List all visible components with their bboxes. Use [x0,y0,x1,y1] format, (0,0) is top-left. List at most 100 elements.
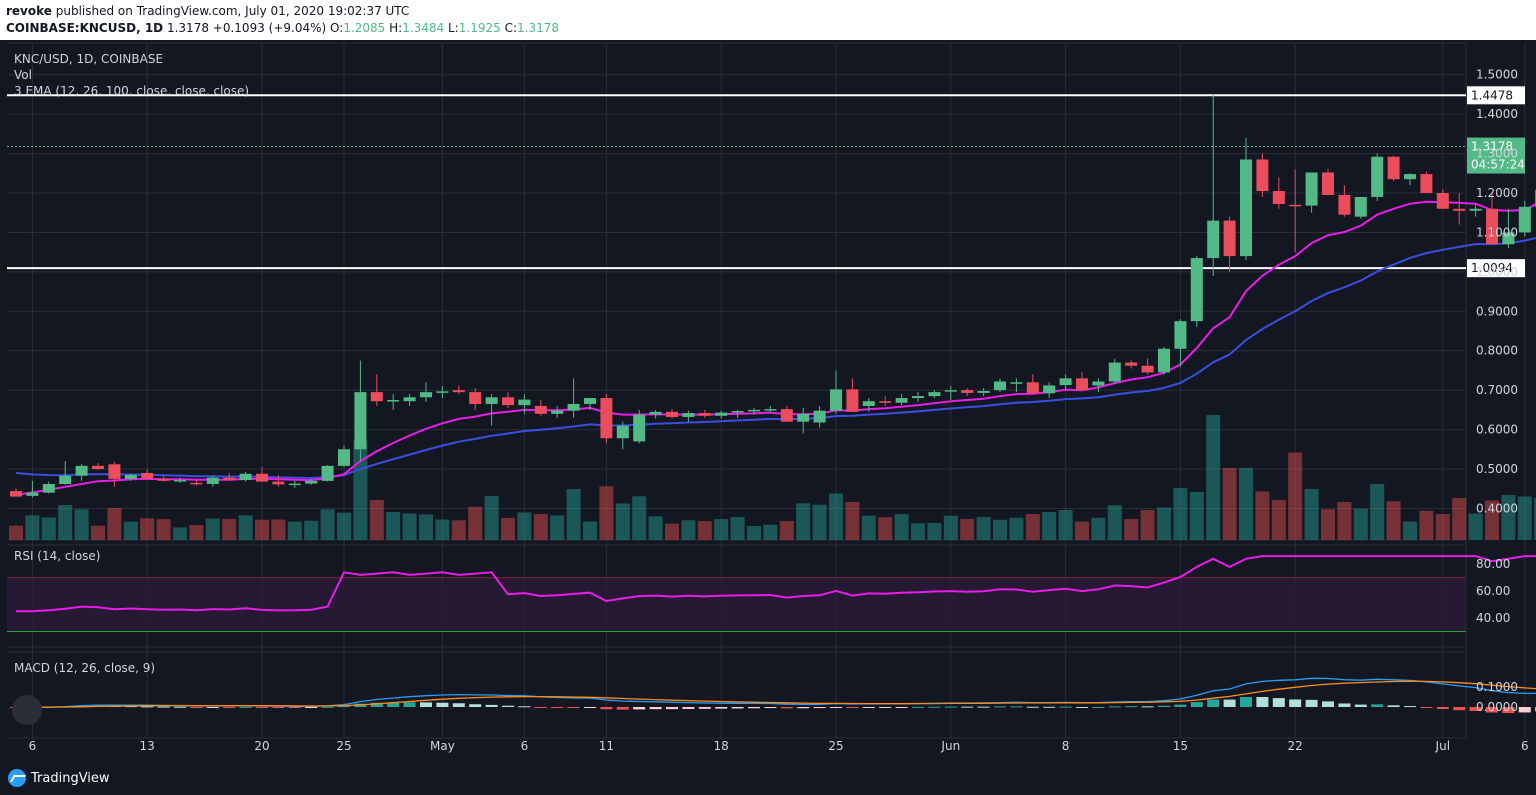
candle-body [256,473,268,482]
macd-histogram-bar [157,706,170,708]
macd-histogram-bar [1174,704,1187,707]
candle-body [272,481,285,485]
level-label-box [1467,86,1525,105]
rsi-tick-label: 80.00 [1476,557,1510,571]
macd-histogram-bar [1502,707,1515,714]
volume-bar [796,503,811,540]
author-name[interactable]: revoke [6,4,52,18]
candle-body [354,392,367,450]
candle-body [1387,156,1400,180]
candle-body [206,477,219,485]
macd-histogram-bar [944,706,957,708]
price-tick-label: 0.6000 [1476,423,1518,437]
macd-histogram-bar [1207,699,1220,707]
ema-lines [15,200,1536,496]
macd-histogram-bar [1240,696,1252,707]
candle-body [1207,220,1220,259]
last-price-box [1467,137,1525,174]
volume-bar [1042,512,1057,540]
open-value: 1.2085 [343,21,386,35]
volume-bar [1288,452,1303,540]
macd-histogram-bar [649,707,662,710]
macd-histogram-bar [1436,707,1449,710]
volume-bar [697,521,712,540]
macd-histogram-bar [174,706,186,708]
macd-histogram-bar [1076,706,1088,708]
volume-bar [222,519,237,540]
price-tick-label: 1.4000 [1476,107,1518,121]
macd-histogram-bar [190,707,203,708]
candle-body [813,410,826,423]
macd-histogram-bar [502,705,514,707]
volume-bar [878,517,893,540]
candle-body [912,396,924,399]
candle-body [994,381,1006,391]
time-tick-label: May [430,739,455,753]
candle-body [616,425,629,439]
level-label: 1.0094 [1471,261,1513,275]
candle-body [452,390,465,393]
macd-histogram-bar [1190,702,1203,707]
macd-histogram-bar [551,707,564,708]
macd-histogram-bar [272,707,285,708]
candle-body [1371,156,1384,197]
candle-body [797,413,810,422]
macd-tick-label: 0.1000 [1476,680,1518,694]
volume-bar [829,493,843,540]
volume-bar [615,503,630,540]
candle-body [174,480,186,482]
macd-pane [10,677,1536,714]
volume-bar [74,509,89,540]
macd-histogram-bar [370,702,383,707]
volume-bar [566,489,581,540]
candle-body [1338,194,1351,215]
volume-bar [1386,501,1401,540]
horizontal-levels[interactable]: 1.4478 1.0094 1.3178 04:57:24 [7,86,1525,278]
volume-bar [911,523,925,540]
volume-bar [402,513,417,540]
time-tick-label: 18 [714,739,729,753]
rsi-tick-label: 60.00 [1476,584,1510,598]
macd-histogram-bar [567,707,580,708]
macd-histogram-bar [1404,706,1416,708]
candle-body [731,411,744,413]
macd-histogram-bar [387,702,400,707]
volume-bar [238,515,253,540]
macd-histogram-bar [1223,699,1236,707]
candle-body [124,474,137,479]
candle-body [1502,232,1515,245]
candle-body [108,464,121,479]
volume-bar [501,518,515,540]
tradingview-logo[interactable]: TradingView [8,769,110,787]
price-tick-label: 1.0000 [1476,265,1518,279]
price-tick-label: 0.8000 [1476,344,1518,358]
macd-histogram-bar [813,707,826,709]
candle-body [666,411,678,417]
candle-body [469,392,482,404]
candle-body [141,472,154,479]
volume-bar [1025,514,1040,540]
tradingview-logo-icon [8,769,26,787]
grid [7,42,1526,739]
rsi-tick-label: 40.00 [1476,611,1510,625]
legend-title: KNC/USD, 1D, COINBASE [14,52,163,66]
candle-body [1223,220,1236,257]
candle-body [1108,362,1121,382]
volume-bar [1255,491,1270,540]
macd-histogram-bar [977,706,990,708]
rsi-band [7,577,1466,632]
volume-bars [9,415,1536,540]
time-tick-label: 13 [140,739,155,753]
volume-bar [665,523,679,540]
volume-bar [812,504,827,540]
volume-bar [369,500,384,540]
candle-body [1469,208,1482,211]
candle-body [1158,348,1170,373]
macd-histogram-bar [600,707,613,710]
candle-body [600,398,613,439]
high-value: 1.3484 [402,21,445,35]
volume-bar [468,506,483,540]
macd-histogram-bar [748,707,760,709]
candle-body [1141,365,1154,373]
